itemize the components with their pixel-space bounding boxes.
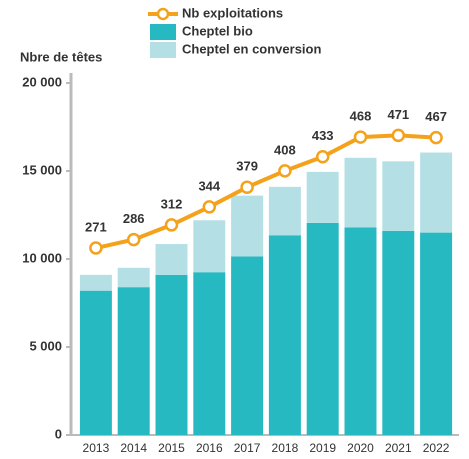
bar: [231, 195, 264, 257]
x-tick-label: 2014: [120, 441, 147, 455]
marker: [202, 200, 217, 214]
y-axis-label: Nbre de têtes: [20, 49, 102, 64]
marker: [315, 150, 330, 164]
legend-label: Cheptel en conversion: [182, 41, 321, 56]
y-tick-label: 0: [55, 426, 62, 441]
legend-swatch: [150, 24, 176, 40]
bar: [193, 220, 226, 273]
marker: [89, 241, 103, 255]
x-tick-label: 2022: [423, 441, 450, 455]
bar: [382, 230, 415, 435]
bar: [268, 186, 301, 236]
bar: [344, 227, 377, 435]
data-label: 344: [198, 178, 220, 193]
data-label: 379: [236, 159, 258, 174]
legend-label: Cheptel bio: [182, 23, 253, 38]
x-tick-label: 2017: [234, 441, 261, 455]
data-label: 468: [350, 109, 372, 124]
legend-swatch: [150, 42, 176, 58]
bar: [193, 272, 226, 435]
x-tick-label: 2020: [347, 441, 374, 455]
line: [95, 133, 437, 250]
data-label: 312: [161, 196, 183, 211]
marker: [240, 180, 254, 194]
x-tick-label: 2018: [272, 441, 299, 455]
y-tick-label: 10 000: [22, 250, 62, 265]
marker: [278, 164, 292, 178]
x-tick-label: 2015: [158, 441, 185, 455]
marker: [126, 232, 141, 247]
bar: [79, 290, 112, 435]
x-tick-label: 2016: [196, 441, 223, 455]
bar: [117, 287, 150, 435]
bar: [231, 256, 264, 435]
bar: [382, 161, 415, 231]
marker: [164, 218, 179, 232]
marker: [353, 130, 368, 144]
x-tick-label: 2021: [385, 441, 412, 455]
data-label: 271: [85, 219, 107, 234]
data-label: 286: [123, 211, 145, 226]
legend-marker: [156, 7, 170, 21]
data-label: 471: [387, 107, 409, 122]
marker: [429, 130, 443, 145]
bar: [117, 267, 150, 288]
x-tick-label: 2013: [83, 441, 110, 455]
data-label: 408: [274, 142, 296, 157]
data-label: 467: [425, 109, 447, 124]
bar: [420, 232, 453, 435]
data-label: 433: [312, 128, 334, 143]
bar: [420, 152, 453, 233]
bar: [79, 274, 112, 291]
bar: [155, 274, 188, 435]
bar: [268, 235, 301, 435]
marker: [391, 128, 406, 143]
y-tick-label: 15 000: [22, 162, 62, 177]
y-tick-label: 5 000: [29, 338, 62, 353]
bar: [344, 157, 377, 228]
y-tick-label: 20 000: [22, 74, 62, 89]
bar: [155, 244, 188, 275]
legend-label: Nb exploitations: [182, 5, 283, 20]
bar: [306, 222, 339, 435]
bar: [306, 171, 339, 223]
x-tick-label: 2019: [309, 441, 336, 455]
